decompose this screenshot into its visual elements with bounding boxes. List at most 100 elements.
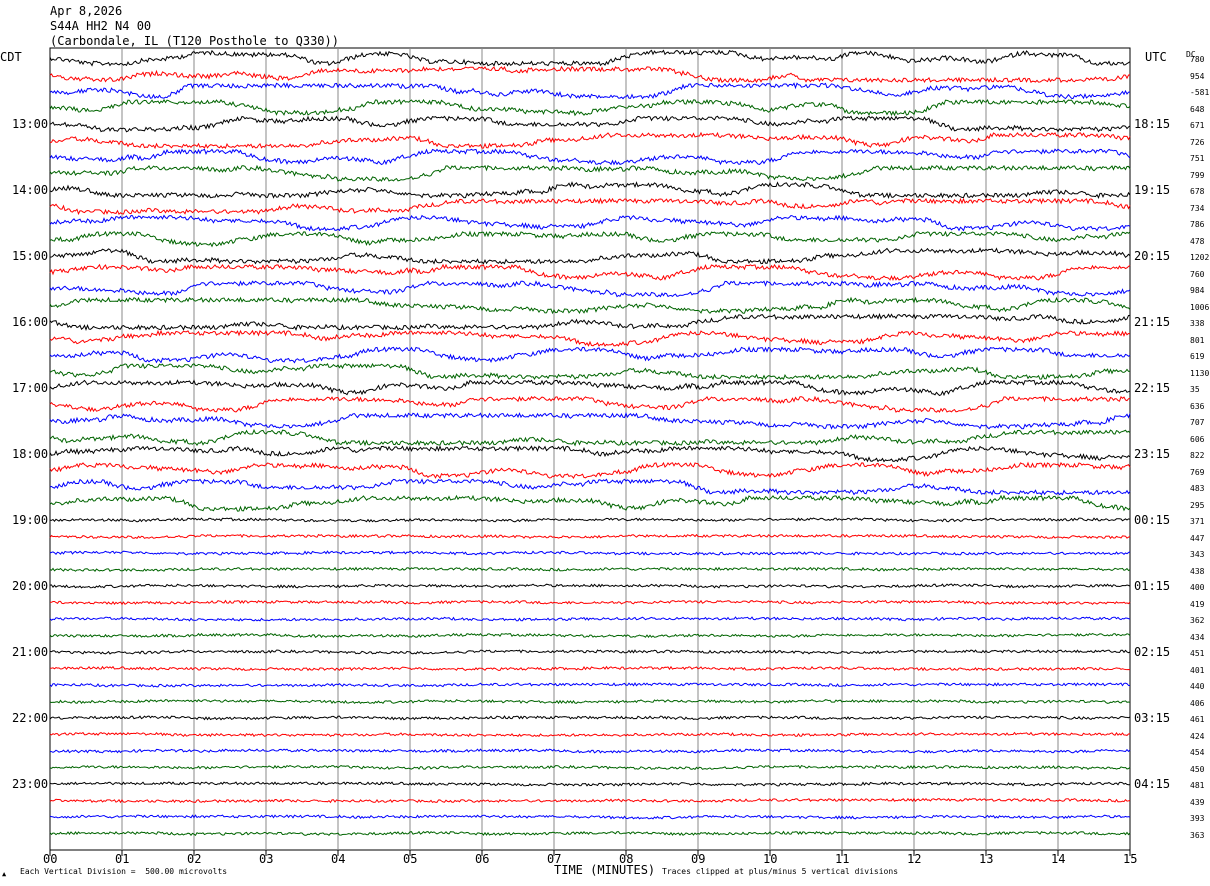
dc-offset-label: 483 xyxy=(1190,484,1205,493)
dc-offset-label: 440 xyxy=(1190,682,1205,691)
trace-line xyxy=(49,214,1131,232)
dc-offset-label: 954 xyxy=(1190,71,1205,81)
plot-frame xyxy=(49,47,1131,851)
trace-line xyxy=(49,65,1131,84)
trace-line xyxy=(49,748,1131,754)
dc-offset-label: 671 xyxy=(1190,121,1205,130)
dc-offset-label: 461 xyxy=(1190,715,1205,724)
dc-label: DC xyxy=(1186,50,1196,59)
left-hour-label: 21:00 xyxy=(12,645,49,659)
trace-line xyxy=(49,830,1131,837)
trace-line xyxy=(49,494,1131,512)
dc-offset-label: 450 xyxy=(1190,764,1205,774)
trace-line xyxy=(49,312,1131,331)
dc-offset-label: 481 xyxy=(1190,781,1205,790)
dc-offset-label: 439 xyxy=(1190,797,1205,807)
x-tick-label: 05 xyxy=(403,852,418,866)
trace-line xyxy=(49,478,1131,496)
left-hour-label: 14:00 xyxy=(12,183,49,197)
trace-line xyxy=(49,379,1131,397)
dc-offset-label: 636 xyxy=(1190,401,1205,411)
x-tick-label: 03 xyxy=(259,852,274,866)
left-hour-label: 13:00 xyxy=(12,117,49,131)
dc-offset-label: 400 xyxy=(1190,583,1205,592)
dc-offset-label: 678 xyxy=(1190,187,1205,196)
trace-line xyxy=(49,445,1131,463)
right-hour-label: 22:15 xyxy=(1134,381,1171,395)
x-tick-label: 07 xyxy=(547,852,562,866)
left-hour-label: 22:00 xyxy=(12,711,49,725)
dc-offset-label: 1130 xyxy=(1190,368,1210,378)
trace-line xyxy=(49,781,1130,787)
header-date: Apr 8,2026 xyxy=(50,4,123,18)
right-hour-label: 01:15 xyxy=(1134,579,1171,593)
right-hour-label: 21:15 xyxy=(1134,315,1171,329)
right-hour-label: 23:15 xyxy=(1134,447,1171,461)
trace-line xyxy=(49,682,1131,688)
scale-note: Each Vertical Division = 500.00 microvol… xyxy=(20,867,228,876)
right-hour-label: 02:15 xyxy=(1134,645,1171,659)
dc-offset-label: 434 xyxy=(1190,632,1205,642)
left-hour-label: 23:00 xyxy=(12,777,49,791)
dc-offset-label: 35 xyxy=(1190,385,1200,394)
right-hour-label: 20:15 xyxy=(1134,249,1171,263)
x-axis-title: TIME (MINUTES) xyxy=(554,863,656,877)
dc-offset-label: 801 xyxy=(1190,335,1205,345)
trace-line xyxy=(49,345,1131,364)
trace-line xyxy=(49,131,1131,150)
trace-line xyxy=(49,296,1131,315)
header-station: S44A HH2 N4 00 xyxy=(50,19,152,33)
x-tick-label: 00 xyxy=(43,852,58,866)
dc-offset-label: 822 xyxy=(1190,451,1205,460)
dc-offset-label: 438 xyxy=(1190,566,1205,576)
dc-offset-label: -581 xyxy=(1190,88,1210,97)
left-hour-label: 19:00 xyxy=(12,513,49,527)
x-tick-label: 14 xyxy=(1051,852,1066,866)
trace-line xyxy=(49,329,1131,347)
x-tick-label: 10 xyxy=(763,852,778,866)
trace-line xyxy=(49,115,1131,133)
dc-offset-label: 401 xyxy=(1190,665,1205,675)
dc-offset-label: 424 xyxy=(1190,731,1205,741)
trace-line xyxy=(49,395,1131,413)
x-tick-label: 08 xyxy=(619,852,634,866)
dc-offset-label: 406 xyxy=(1190,698,1205,708)
dc-offset-label: 362 xyxy=(1190,616,1205,625)
left-timezone-label: CDT xyxy=(0,50,22,64)
trace-line xyxy=(49,461,1131,480)
trace-line xyxy=(49,280,1131,298)
trace-line xyxy=(49,616,1131,622)
trace-line xyxy=(49,263,1131,282)
dc-offset-label: 648 xyxy=(1190,104,1205,114)
trace-line xyxy=(49,649,1131,655)
trace-line xyxy=(49,164,1131,182)
dc-offset-label: 984 xyxy=(1190,286,1205,295)
trace-line xyxy=(49,148,1131,166)
dc-offset-label: 1202 xyxy=(1190,253,1210,262)
x-tick-label: 11 xyxy=(835,852,850,866)
dc-offset-label: 393 xyxy=(1190,814,1205,823)
dc-offset-label: 760 xyxy=(1190,269,1205,279)
right-hour-label: 04:15 xyxy=(1134,777,1171,791)
right-hour-label: 18:15 xyxy=(1134,117,1171,131)
x-tick-label: 02 xyxy=(187,852,202,866)
right-hour-label: 03:15 xyxy=(1134,711,1171,725)
dc-offset-label: 734 xyxy=(1190,203,1205,213)
dc-offset-label: 780 xyxy=(1190,55,1205,64)
trace-line xyxy=(49,412,1131,430)
left-hour-label: 18:00 xyxy=(12,447,49,461)
trace-line xyxy=(49,82,1131,100)
clip-note: Traces clipped at plus/minus 5 vertical … xyxy=(662,867,899,876)
trace-line xyxy=(49,566,1131,572)
left-hour-label: 17:00 xyxy=(12,381,49,395)
x-tick-label: 01 xyxy=(115,852,130,866)
trace-line xyxy=(49,247,1131,265)
trace-line xyxy=(49,49,1131,67)
left-hour-label: 15:00 xyxy=(12,249,49,263)
trace-line xyxy=(49,764,1131,770)
dc-offset-label: 707 xyxy=(1190,418,1205,427)
dc-offset-label: 769 xyxy=(1190,467,1205,477)
dc-offset-label: 371 xyxy=(1190,517,1205,526)
x-tick-label: 12 xyxy=(907,852,922,866)
trace-line xyxy=(49,632,1131,639)
